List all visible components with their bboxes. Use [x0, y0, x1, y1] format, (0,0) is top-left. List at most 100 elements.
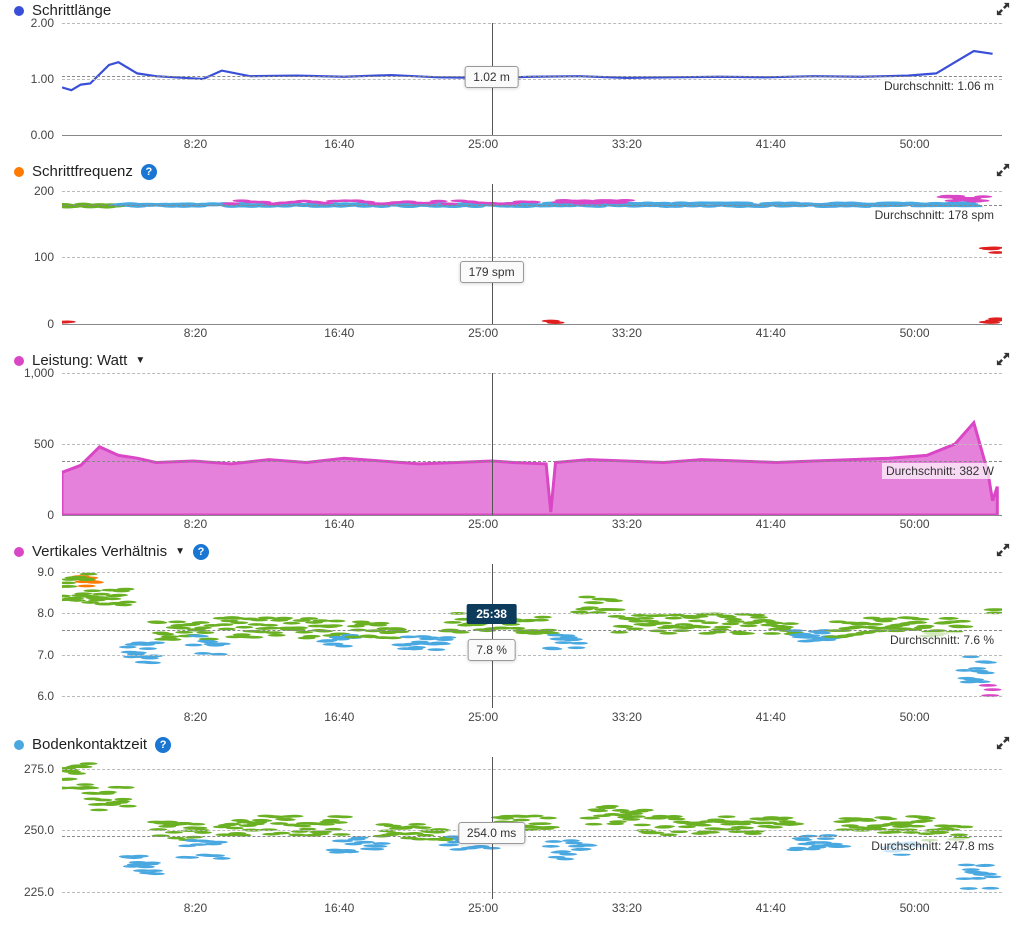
- cursor-value-tooltip: 179 spm: [460, 261, 524, 283]
- legend-dot-icon: [14, 356, 24, 366]
- plot-area[interactable]: 0.001.002.00Durchschnitt: 1.06 m1.02 m8:…: [14, 23, 1010, 153]
- gridline: [62, 892, 1002, 893]
- chevron-down-icon[interactable]: ▼: [135, 355, 145, 366]
- x-tick-label: 8:20: [184, 901, 207, 915]
- chart-title: Vertikales Verhältnis: [32, 543, 167, 560]
- x-tick-label: 8:20: [184, 517, 207, 531]
- y-tick-label: 8.0: [37, 606, 54, 620]
- help-icon[interactable]: ?: [155, 737, 171, 753]
- x-tick-label: 8:20: [184, 137, 207, 151]
- cursor-line: [492, 184, 493, 324]
- x-tick-label: 33:20: [612, 901, 642, 915]
- chart-panel-vratio: Vertikales Verhältnis▼?6.07.08.09.0Durch…: [0, 541, 1024, 734]
- x-tick-label: 25:00: [468, 326, 498, 340]
- gridline: [62, 830, 1002, 831]
- y-tick-label: 7.0: [37, 648, 54, 662]
- legend-dot-icon: [14, 167, 24, 177]
- x-tick-label: 8:20: [184, 710, 207, 724]
- gridline: [62, 444, 1002, 445]
- x-tick-label: 25:00: [468, 137, 498, 151]
- help-icon[interactable]: ?: [193, 544, 209, 560]
- legend-dot-icon: [14, 6, 24, 16]
- expand-icon[interactable]: [996, 163, 1010, 182]
- y-tick-label: 0: [47, 508, 54, 522]
- x-tick-label: 41:40: [756, 137, 786, 151]
- x-tick-label: 50:00: [900, 137, 930, 151]
- y-tick-label: 0: [47, 317, 54, 331]
- help-icon[interactable]: ?: [141, 164, 157, 180]
- x-tick-label: 50:00: [900, 710, 930, 724]
- y-axis: 0100200: [14, 184, 58, 342]
- y-tick-label: 1.00: [31, 72, 54, 86]
- data-svg: [62, 564, 1002, 708]
- x-axis: 8:2016:4025:0033:2041:4050:00: [62, 901, 1002, 917]
- expand-icon[interactable]: [996, 352, 1010, 371]
- chart-panel-power: Leistung: Watt▼05001,000Durchschnitt: 38…: [0, 350, 1024, 541]
- x-axis: 8:2016:4025:0033:2041:4050:00: [62, 710, 1002, 726]
- y-axis: 05001,000: [14, 373, 58, 533]
- x-tick-label: 16:40: [324, 517, 354, 531]
- plot-canvas: Durchschnitt: 7.6 % 25:38 7.8 %: [62, 564, 1002, 708]
- y-tick-label: 250.0: [24, 823, 54, 837]
- avg-line: [62, 205, 1002, 206]
- x-tick-label: 33:20: [612, 517, 642, 531]
- chart-panel-gct: Bodenkontaktzeit?225.0250.0275.0Durchsch…: [0, 734, 1024, 925]
- y-tick-label: 6.0: [37, 689, 54, 703]
- avg-line: [62, 836, 1002, 837]
- y-tick-label: 1,000: [24, 366, 54, 380]
- avg-line: [62, 630, 1002, 631]
- gridline: [62, 572, 1002, 573]
- gridline: [62, 257, 1002, 258]
- y-tick-label: 100: [34, 250, 54, 264]
- plot-area[interactable]: 05001,000Durchschnitt: 382 W8:2016:4025:…: [14, 373, 1010, 533]
- x-tick-label: 41:40: [756, 326, 786, 340]
- x-tick-label: 25:00: [468, 517, 498, 531]
- cursor-line: [492, 373, 493, 515]
- gridline: [62, 373, 1002, 374]
- plot-canvas: Durchschnitt: 247.8 ms254.0 ms: [62, 757, 1002, 899]
- gridline: [62, 23, 1002, 24]
- chart-panel-cadence: Schrittfrequenz?0100200Durchschnitt: 178…: [0, 161, 1024, 350]
- chevron-down-icon[interactable]: ▼: [175, 546, 185, 557]
- gridline: [62, 324, 1002, 325]
- y-axis: 0.001.002.00: [14, 23, 58, 153]
- y-tick-label: 0.00: [31, 128, 54, 142]
- x-axis: 8:2016:4025:0033:2041:4050:00: [62, 517, 1002, 533]
- x-axis: 8:2016:4025:0033:2041:4050:00: [62, 137, 1002, 153]
- data-svg: [62, 757, 1002, 899]
- expand-icon[interactable]: [996, 736, 1010, 755]
- x-tick-label: 50:00: [900, 901, 930, 915]
- expand-icon[interactable]: [996, 2, 1010, 21]
- x-tick-label: 16:40: [324, 137, 354, 151]
- plot-area[interactable]: 225.0250.0275.0Durchschnitt: 247.8 ms254…: [14, 757, 1010, 917]
- x-axis: 8:2016:4025:0033:2041:4050:00: [62, 326, 1002, 342]
- expand-icon[interactable]: [996, 543, 1010, 562]
- plot-area[interactable]: 6.07.08.09.0Durchschnitt: 7.6 %25:387.8 …: [14, 564, 1010, 726]
- gridline: [62, 655, 1002, 656]
- x-tick-label: 33:20: [612, 710, 642, 724]
- avg-line: [62, 461, 1002, 462]
- avg-label: Durchschnitt: 382 W: [882, 463, 998, 479]
- y-tick-label: 500: [34, 437, 54, 451]
- chart-panel-stride: Schrittlänge0.001.002.00Durchschnitt: 1.…: [0, 0, 1024, 161]
- plot-canvas: Durchschnitt: 1.06 m1.02 m: [62, 23, 1002, 135]
- gridline: [62, 696, 1002, 697]
- x-tick-label: 16:40: [324, 901, 354, 915]
- gridline: [62, 613, 1002, 614]
- avg-label: Durchschnitt: 247.8 ms: [867, 838, 998, 854]
- x-tick-label: 41:40: [756, 710, 786, 724]
- cursor-time-tooltip: 25:38: [466, 604, 517, 624]
- x-tick-label: 16:40: [324, 326, 354, 340]
- gridline: [62, 191, 1002, 192]
- chart-header: Schrittfrequenz?: [14, 163, 1010, 184]
- legend-dot-icon: [14, 547, 24, 557]
- plot-area[interactable]: 0100200Durchschnitt: 178 spm179 spm8:201…: [14, 184, 1010, 342]
- avg-label: Durchschnitt: 7.6 %: [886, 632, 998, 648]
- x-tick-label: 41:40: [756, 901, 786, 915]
- legend-dot-icon: [14, 740, 24, 750]
- y-tick-label: 2.00: [31, 16, 54, 30]
- chart-header: Bodenkontaktzeit?: [14, 736, 1010, 757]
- gridline: [62, 515, 1002, 516]
- plot-canvas: Durchschnitt: 382 W: [62, 373, 1002, 515]
- cursor-value-tooltip: 7.8 %: [467, 639, 516, 661]
